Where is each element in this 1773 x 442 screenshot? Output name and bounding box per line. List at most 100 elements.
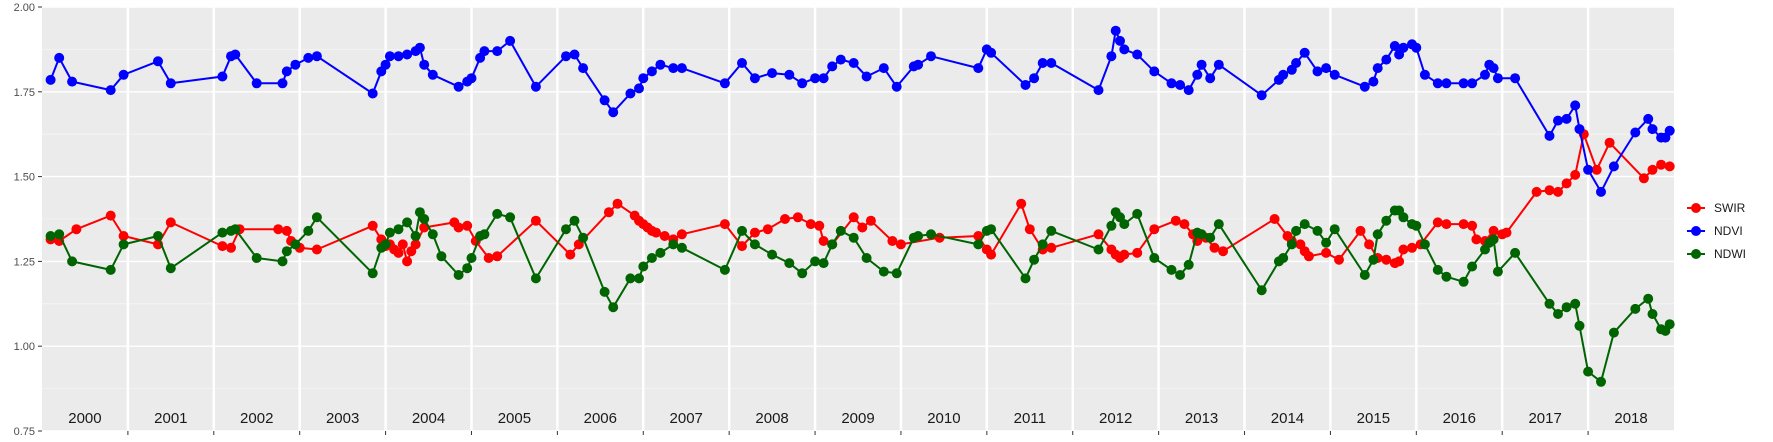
swir-point	[814, 220, 825, 231]
ndvi-point	[118, 69, 129, 80]
ndwi-point	[1441, 271, 1452, 282]
ndwi-point	[1119, 219, 1130, 230]
swir-point	[659, 231, 670, 241]
swir-point	[1334, 254, 1344, 265]
year-label: 2017	[1528, 410, 1561, 427]
ndvi-point	[1368, 76, 1379, 87]
ndvi-point	[1192, 69, 1203, 80]
swir-point	[1656, 159, 1667, 170]
swir-point	[1647, 164, 1658, 175]
ndvi-point	[625, 88, 636, 99]
ndwi-point	[466, 253, 477, 263]
ndwi-point	[1510, 247, 1521, 258]
swir-point	[1119, 249, 1130, 260]
ndvi-point	[1213, 59, 1224, 70]
swir-point	[1488, 225, 1499, 236]
ndwi-point	[1299, 219, 1310, 230]
ndvi-point	[634, 83, 644, 94]
ndvi-point	[427, 69, 438, 80]
ndvi-point	[1119, 44, 1130, 55]
ndwi-point	[608, 302, 619, 313]
swir-point	[1303, 251, 1314, 262]
swir-point	[651, 227, 662, 238]
ndwi-point	[153, 231, 163, 241]
ndwi-point	[810, 256, 821, 267]
ndwi-point	[165, 263, 176, 274]
ndvi-point	[1596, 186, 1606, 197]
swir-point	[1501, 227, 1512, 238]
ndvi-point	[1359, 81, 1370, 92]
ndwi-point	[217, 227, 228, 238]
ndwi-point	[1329, 224, 1340, 235]
ndvi-point	[1544, 130, 1555, 141]
legend-label: SWIR	[1714, 201, 1746, 215]
y-tick-label: 2.00	[14, 2, 35, 14]
ndwi-point	[1570, 298, 1581, 309]
ndvi-point	[393, 51, 404, 62]
swir-point	[453, 222, 464, 233]
ndwi-point	[367, 268, 378, 279]
ndvi-point	[1480, 69, 1490, 80]
ndvi-point	[402, 49, 413, 60]
ndwi-point	[1106, 220, 1117, 231]
ndvi-point	[1432, 78, 1443, 89]
swir-point	[818, 236, 829, 246]
swir-point	[612, 198, 623, 209]
ndwi-point	[1029, 254, 1040, 265]
ndwi-point	[1312, 225, 1323, 236]
ndvi-point	[1441, 78, 1452, 89]
ndwi-point	[1291, 225, 1302, 236]
ndvi-point	[153, 56, 163, 67]
swir-point	[1604, 137, 1615, 148]
ndwi-point	[105, 264, 116, 275]
ndwi-point	[1561, 302, 1572, 313]
swir-point	[1093, 229, 1104, 240]
swir-point	[719, 219, 730, 230]
legend: SWIR NDVI NDWI	[1687, 201, 1746, 261]
swir-point	[226, 242, 236, 253]
swir-point	[1398, 244, 1409, 255]
ndwi-point	[973, 239, 984, 250]
ndwi-point	[479, 229, 490, 240]
ndvi-point	[1510, 73, 1521, 84]
ndwi-point	[986, 224, 997, 235]
ndvi-point	[638, 73, 649, 84]
ndwi-point	[599, 286, 610, 297]
ndwi-point	[1213, 219, 1224, 230]
ndvi-point	[1411, 42, 1422, 53]
ndwi-point	[1205, 232, 1216, 243]
swir-point	[393, 247, 404, 258]
swir-point	[71, 224, 82, 235]
swir-point	[973, 231, 984, 241]
ndvi-point	[1132, 49, 1143, 60]
ndvi-point	[926, 51, 936, 62]
swir-point	[1407, 242, 1417, 253]
series-ndvi	[45, 25, 1675, 197]
ndvi-point	[380, 59, 391, 70]
ndwi-point	[1419, 239, 1430, 250]
ndwi-point	[1196, 229, 1207, 240]
swir-point	[1531, 186, 1542, 197]
ndvi-point	[561, 51, 571, 62]
ndwi-point	[453, 270, 464, 280]
swir-point	[1024, 224, 1035, 235]
ndvi-point	[530, 81, 541, 92]
ndwi-point	[380, 239, 391, 250]
legend-item-ndvi: NDVI	[1687, 224, 1743, 238]
ndwi-point	[1372, 229, 1383, 240]
ndwi-point	[427, 229, 438, 240]
y-tick-label: 1.25	[14, 256, 35, 268]
ndvi-point	[384, 51, 395, 62]
swir-point	[1544, 185, 1555, 196]
legend-item-ndwi: NDWI	[1687, 247, 1746, 261]
ndvi-point	[54, 52, 65, 63]
ndvi-point	[1643, 113, 1654, 124]
ndvi-point	[1205, 73, 1216, 84]
ndwi-point	[1432, 264, 1443, 275]
legend-item-swir: SWIR	[1687, 201, 1746, 215]
ndwi-point	[1149, 253, 1160, 263]
ndwi-point	[891, 268, 902, 279]
legend-key-point	[1691, 203, 1701, 213]
ndwi-point	[1183, 259, 1194, 270]
ndwi-point	[1166, 264, 1177, 275]
